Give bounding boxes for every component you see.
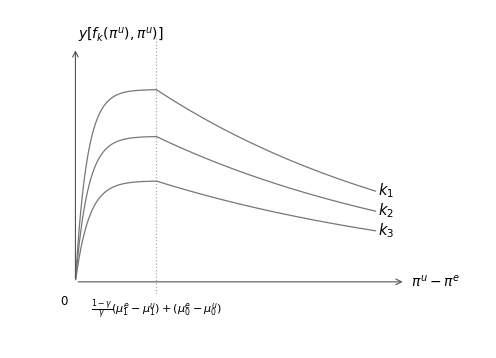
Text: $\frac{1-\gamma}{\gamma}(\mu_1^e - \mu_1^u) + (\mu_0^e - \mu_0^u)$: $\frac{1-\gamma}{\gamma}(\mu_1^e - \mu_1… bbox=[91, 298, 222, 322]
Text: $\pi^u - \pi^e$: $\pi^u - \pi^e$ bbox=[412, 274, 461, 290]
Text: $k_3$: $k_3$ bbox=[378, 222, 394, 240]
Text: $k_1$: $k_1$ bbox=[378, 182, 394, 200]
Text: 0: 0 bbox=[61, 295, 68, 308]
Text: $k_2$: $k_2$ bbox=[378, 202, 394, 221]
Text: $y[f_k(\pi^u), \pi^u)]$: $y[f_k(\pi^u), \pi^u)]$ bbox=[78, 26, 164, 45]
